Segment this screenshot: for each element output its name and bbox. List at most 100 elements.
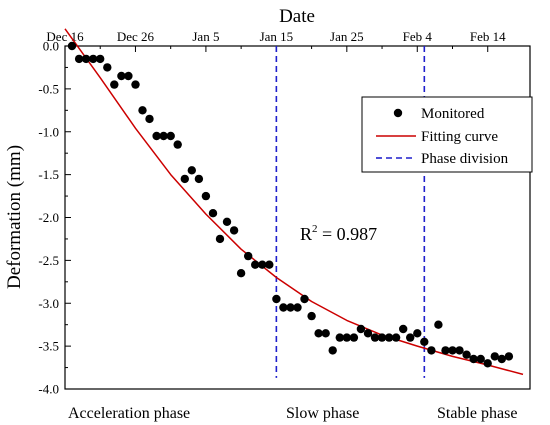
monitored-point [384,333,394,342]
monitored-point [420,337,429,346]
monitored-point [229,226,239,235]
monitored-point [448,346,457,355]
phase-label-slow: Slow phase [286,405,359,422]
monitored-point [441,346,450,355]
monitored-point [173,140,182,149]
phase-label-acceleration: Acceleration phase [68,405,190,422]
monitored-point [236,269,246,278]
monitored-point [406,333,415,342]
monitored-point [103,63,112,72]
y-tick-label: -2.0 [38,210,59,225]
r-squared-value: = 0.987 [318,224,378,244]
monitored-point [74,54,84,64]
y-tick-label: -4.0 [38,382,59,397]
monitored-point [462,350,471,359]
monitored-point [413,329,422,338]
y-tick-label: -1.5 [38,167,59,182]
monitored-point [363,329,373,338]
monitored-point [272,294,281,304]
monitored-point [215,234,225,244]
x-tick-label: Jan 25 [330,29,364,44]
y-tick-label: 0.0 [43,39,59,54]
monitored-point [321,329,330,338]
monitored-point [335,333,344,342]
monitored-point [208,209,218,218]
monitored-point [342,333,351,342]
monitored-points [67,41,514,368]
legend-marker-monitored [393,108,403,118]
monitored-point [180,174,189,184]
fitting-curve-line [64,28,524,376]
phase-label-stable: Stable phase [437,405,517,422]
r-squared-prefix: R [300,224,312,244]
monitored-point [110,80,119,89]
y-tick-label: -0.5 [38,81,59,96]
monitored-point [504,352,514,361]
monitored-point [469,354,478,364]
monitored-point [124,71,133,81]
y-tick-label: -3.0 [38,296,59,311]
monitored-point [300,294,309,304]
monitored-point [399,324,408,334]
monitored-point [314,329,323,338]
r-squared-annotation: R2 = 0.987 [300,223,377,244]
monitored-point [427,346,436,355]
legend-box [361,96,533,173]
legend: Monitored Fitting curve Phase division [361,96,533,173]
monitored-point [251,260,260,269]
monitored-point [434,320,443,329]
monitored-point [117,71,126,81]
monitored-point [377,333,387,342]
monitored-point [222,217,232,226]
monitored-point [286,303,295,312]
x-tick-label: Jan 5 [192,29,219,44]
monitored-point [497,354,506,364]
monitored-point [258,260,267,269]
monitored-point [166,131,175,141]
monitored-point [159,131,168,141]
monitored-point [279,303,288,312]
x-tick-label: Jan 15 [260,29,294,44]
x-tick-label: Dec 26 [117,29,155,44]
monitored-point [455,346,464,355]
monitored-point [370,333,380,342]
x-tick-label: Dec 16 [46,29,84,44]
monitored-point [89,54,98,64]
monitored-point [201,191,211,201]
y-tick-label: -3.5 [38,339,59,354]
y-tick-label: -2.5 [38,253,59,268]
monitored-point [81,54,91,64]
x-tick-label: Feb 4 [403,29,433,44]
y-axis-title: Deformation (mm) [4,145,25,289]
monitored-point [391,333,401,342]
monitored-point [490,352,499,361]
monitored-point [476,354,485,364]
y-tick-label: -1.0 [38,124,59,139]
monitored-point [138,106,147,115]
legend-label-monitored: Monitored [421,106,485,122]
legend-label-phase-division: Phase division [421,151,509,167]
monitored-point [244,251,253,261]
monitored-point [131,80,140,89]
monitored-point [152,131,161,141]
monitored-point [194,174,204,184]
monitored-point [96,54,105,64]
monitored-point [328,346,337,355]
x-tick-label: Feb 14 [470,29,506,44]
monitored-point [145,114,154,124]
monitored-point [356,324,366,334]
monitored-point [307,311,316,321]
monitored-point [187,166,196,175]
fitting-curve-layer [64,28,524,376]
monitored-point [349,333,359,342]
x-tick-labels: Dec 16 Dec 26 Jan 5 Jan 15 Jan 25 Feb 4 Feb 14 [46,29,506,44]
monitored-point [483,359,492,368]
monitored-point [265,260,274,269]
x-axis-title: Date [279,6,315,27]
monitored-point [293,303,302,312]
y-tick-labels: 0.0 -0.5 -1.0 -1.5 -2.0 -2.5 -3.0 -3.5 -4.0 [38,39,59,397]
axis-ticks [64,45,489,390]
r-squared-superscript: 2 [312,223,318,235]
legend-label-fitting: Fitting curve [421,129,498,145]
